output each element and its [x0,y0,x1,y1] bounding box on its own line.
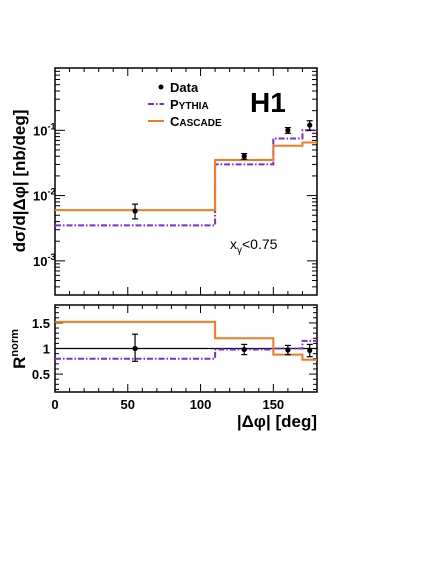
annotation-xgamma: xγ<0.75 [230,236,278,256]
top-y-tick-labels: 10-310-210-1 [33,121,55,269]
x-tick-label: 0 [51,397,58,412]
top-data-point [241,153,247,159]
top-y-tick-mantissa: 10 [33,123,47,138]
legend-data-marker [158,84,164,90]
ratio-data-point [241,346,247,353]
top-series-cascade [55,141,317,212]
legend-pythia-cap: P [170,97,179,112]
ratio-series-group [55,320,317,361]
legend-cascade-cap: C [170,114,180,129]
ratio-x-tick-labels: 0 50 100 150 [51,397,284,412]
legend-cascade-rest: ASCADE [179,118,222,129]
x-axis-title: |Δφ| [deg] [237,412,317,431]
legend-pythia-rest: YTHIA [179,101,209,112]
legend-cascade-label: CASCADE [170,114,222,129]
ratio-y-axis-title: Rnorm [9,329,29,369]
top-y-tick-exponent: -3 [47,252,55,262]
top-data-point [285,127,291,133]
x-tick-label: 100 [190,397,212,412]
annotation-prefix: x [230,236,237,252]
top-series-pythia [55,129,317,227]
annotation-subscript: γ [237,245,242,256]
legend-data-label: Data [170,80,199,95]
ratio-data-point [285,347,291,353]
top-data-point [132,208,138,214]
ratio-y-tick-labels: 0.5 1 1.5 [32,316,50,382]
experiment-label: H1 [250,87,286,118]
ratio-data-point [307,347,313,354]
top-y-tick-label: 10-1 [33,121,55,138]
top-y-tick-mantissa: 10 [33,189,47,204]
ratio-y-axis-title-sup: norm [9,329,21,357]
top-ticks [54,67,318,296]
top-data-points [132,120,313,220]
top-y-tick-exponent: -2 [47,187,55,197]
annotation-suffix: <0.75 [242,236,278,252]
top-y-tick-exponent: -1 [47,121,55,131]
legend-pythia-label: PYTHIA [170,97,209,112]
x-tick-label: 150 [262,397,284,412]
top-y-tick-mantissa: 10 [33,254,47,269]
top-data-point [307,122,313,128]
ratio-y-tick-label: 0.5 [32,367,50,382]
x-tick-label: 50 [121,397,135,412]
top-y-axis-title: dσ/d|Δφ| [nb/deg] [10,110,29,253]
ratio-series-pythia [55,339,317,360]
ratio-y-tick-label: 1.5 [32,316,50,331]
ratio-ticks [54,305,318,392]
legend: Data PYTHIA CASCADE [148,80,222,129]
ratio-data-point [132,345,138,352]
ratio-series-cascade [55,320,317,361]
top-y-tick-label: 10-2 [33,187,55,204]
ratio-y-tick-label: 1 [43,342,50,357]
top-series-group [55,129,317,227]
top-y-tick-label: 10-3 [33,252,55,269]
ratio-data-points [132,333,313,362]
ratio-y-axis-title-main: R [10,357,29,369]
